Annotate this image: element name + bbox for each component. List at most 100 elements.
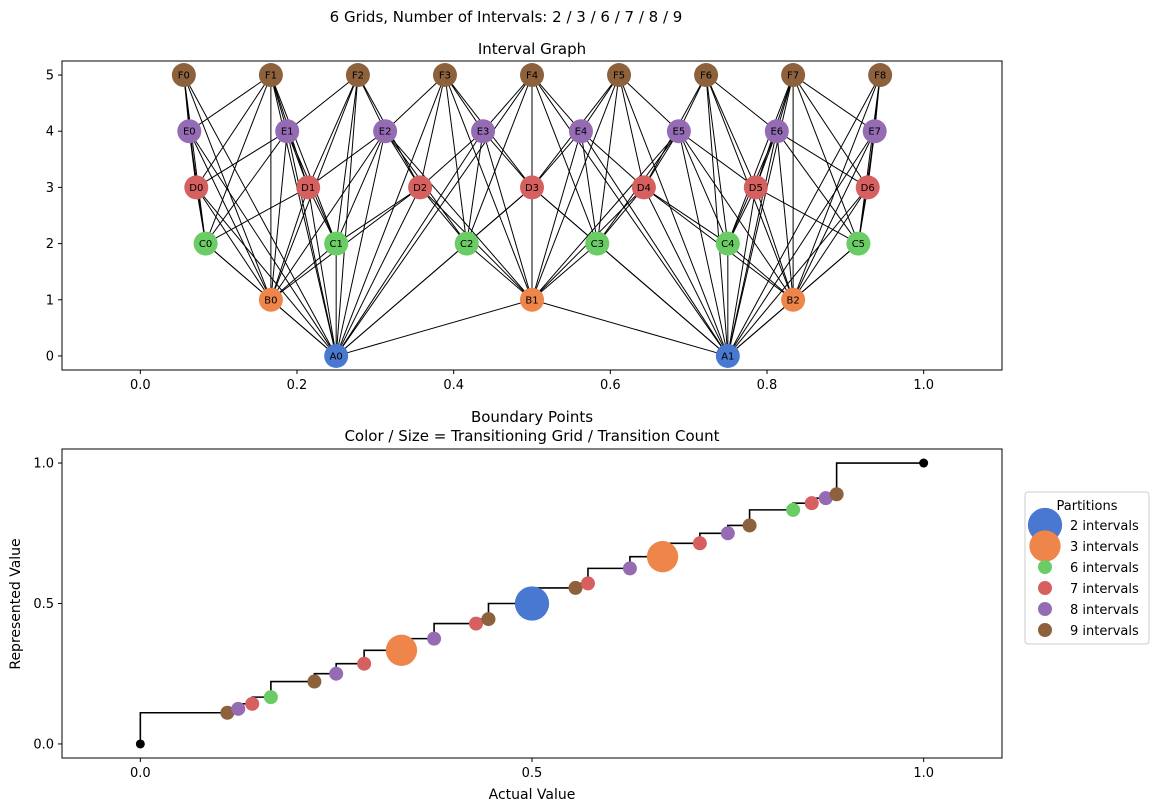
boundary-point — [580, 576, 595, 591]
graph-node-label: E2 — [379, 127, 392, 138]
graph-edge — [466, 187, 533, 244]
graph-edge — [705, 74, 757, 188]
boundary-point — [427, 631, 442, 646]
graph-edge — [286, 74, 359, 132]
graph-node — [324, 231, 349, 256]
graph-edge — [183, 74, 337, 357]
graph-edge — [792, 243, 859, 301]
graph-edge — [531, 74, 729, 357]
graph-edge — [776, 130, 868, 188]
x-tick-label: 0.2 — [287, 378, 308, 393]
graph-edge — [307, 187, 337, 357]
graph-edge — [384, 130, 533, 301]
graph-edge — [466, 74, 533, 244]
x-tick-label: 0.8 — [757, 378, 778, 393]
graph-edge — [419, 187, 468, 244]
graph-edge — [205, 74, 272, 244]
graph-node — [607, 63, 632, 88]
graph-edge — [531, 187, 598, 244]
legend-title: Partitions — [1057, 499, 1118, 514]
graph-edge — [580, 130, 645, 188]
x-tick-label: 0.0 — [130, 378, 151, 393]
graph-edge — [270, 74, 337, 244]
boundary-point — [622, 561, 637, 576]
graph-edge — [270, 243, 337, 301]
graph-edge — [307, 130, 386, 188]
boundary-point — [829, 487, 844, 502]
figure-suptitle: 6 Grids, Number of Intervals: 2 / 3 / 6 … — [330, 8, 683, 26]
graph-edge — [419, 74, 446, 188]
boundary-point — [357, 656, 372, 671]
graph-node-label: D3 — [525, 183, 539, 194]
graph-edge — [792, 74, 875, 132]
graph-node — [471, 119, 496, 144]
x-tick-label: 0.0 — [130, 766, 151, 781]
graph-node — [454, 231, 479, 256]
legend-marker — [1038, 581, 1052, 595]
graph-edge — [335, 187, 421, 357]
graph-node — [373, 119, 398, 144]
graph-node-label: E5 — [673, 127, 686, 138]
boundary-point — [481, 612, 496, 627]
graph-edge — [482, 130, 533, 188]
y-tick-label: 1.0 — [33, 457, 54, 472]
graph-node-label: F6 — [700, 71, 712, 82]
graph-node — [694, 63, 719, 88]
graph-edge — [205, 243, 272, 301]
y-tick-label: 4 — [46, 125, 54, 140]
x-tick-label: 0.6 — [600, 378, 621, 393]
boundary-point — [469, 616, 484, 631]
graph-node — [258, 63, 283, 88]
graph-node — [520, 287, 544, 312]
legend-label: 6 intervals — [1070, 561, 1139, 576]
graph-edge — [419, 130, 484, 188]
graph-node — [855, 175, 880, 200]
graph-node-label: F7 — [787, 71, 799, 82]
graph-edge — [596, 187, 645, 244]
graph-edge — [705, 75, 729, 356]
legend-marker — [1038, 560, 1052, 574]
graph-edge — [444, 74, 468, 244]
graph-node — [520, 175, 544, 200]
graph-node-label: B2 — [786, 295, 799, 306]
y-tick-label: 3 — [46, 181, 54, 196]
boundary-point — [742, 518, 757, 533]
x-tick-label: 0.4 — [443, 378, 464, 393]
graph-node-label: F8 — [874, 71, 886, 82]
graph-edge — [195, 187, 337, 357]
graph-edge — [335, 186, 421, 245]
legend-label: 2 intervals — [1070, 519, 1139, 534]
graph-edge — [189, 74, 272, 132]
graph-edge — [727, 74, 881, 357]
graph-node — [184, 175, 209, 200]
boundary-point — [720, 526, 735, 541]
graph-edge — [531, 243, 598, 301]
graph-edge — [678, 130, 757, 188]
graph-node — [408, 175, 433, 200]
graph-edge — [857, 74, 881, 244]
graph-node-label: B1 — [525, 295, 538, 306]
graph-node-label: A1 — [721, 351, 734, 362]
graph-edge — [618, 74, 680, 132]
endpoint-marker — [135, 739, 145, 749]
interval-graph-y-axis: 0 1 2 3 4 5 — [46, 69, 62, 364]
graph-node — [296, 175, 321, 200]
graph-edge — [195, 187, 272, 301]
graph-node-label: E3 — [477, 127, 490, 138]
graph-node — [171, 63, 196, 88]
graph-node-label: E1 — [281, 127, 294, 138]
graph-edge — [270, 187, 309, 300]
graph-edge — [792, 74, 869, 188]
graph-node-label: C2 — [460, 239, 473, 250]
boundary-point — [786, 502, 801, 517]
graph-node-label: D6 — [861, 183, 875, 194]
legend-marker — [1038, 623, 1052, 637]
boundary-points-title: Boundary Points — [471, 408, 593, 426]
graph-node-label: F0 — [178, 71, 190, 82]
graph-edge — [188, 131, 272, 300]
graph-edge — [196, 130, 288, 188]
graph-edge — [776, 131, 794, 300]
graph-edge — [643, 187, 729, 357]
graph-edge — [531, 130, 680, 301]
